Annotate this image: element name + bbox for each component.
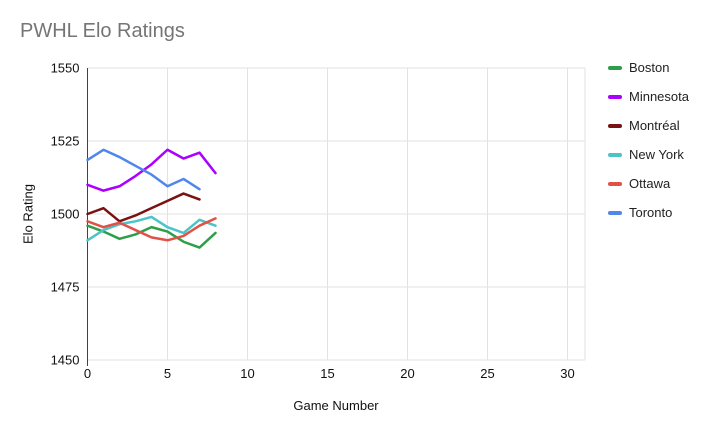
legend-swatch-icon	[608, 152, 622, 157]
series-line-toronto	[86, 148, 201, 191]
legend-label: Toronto	[629, 205, 673, 220]
x-tick-label: 0	[84, 366, 91, 381]
legend: Boston Minnesota Montréal New York Ottawa Tor…	[608, 60, 689, 220]
legend-label: Montréal	[629, 118, 680, 133]
legend-item-montr-al: Montréal	[608, 118, 689, 133]
x-axis-title: Game Number	[293, 398, 379, 413]
x-tick-label: 10	[240, 366, 254, 381]
legend-item-ottawa: Ottawa	[608, 176, 689, 191]
y-tick-label: 1525	[51, 134, 80, 149]
legend-swatch-icon	[608, 123, 622, 128]
legend-swatch-icon	[608, 94, 622, 99]
legend-label: Ottawa	[629, 176, 671, 191]
series-line-montr-al	[86, 192, 201, 223]
legend-label: New York	[629, 147, 684, 162]
y-tick-label: 1500	[51, 207, 80, 222]
x-tick-label: 5	[164, 366, 171, 381]
legend-swatch-icon	[608, 181, 622, 186]
y-tick-label: 1550	[51, 61, 80, 76]
legend-item-toronto: Toronto	[608, 205, 689, 220]
legend-item-boston: Boston	[608, 60, 689, 75]
y-tick-label: 1450	[51, 353, 80, 368]
series-line-ottawa	[86, 217, 217, 242]
legend-swatch-icon	[608, 65, 622, 70]
series-line-new-york	[86, 215, 217, 242]
legend-swatch-icon	[608, 210, 622, 215]
series-line-boston	[86, 224, 217, 249]
legend-label: Minnesota	[629, 89, 689, 104]
x-tick-label: 15	[320, 366, 334, 381]
x-tick-label: 30	[560, 366, 574, 381]
legend-item-new-york: New York	[608, 147, 689, 162]
y-axis-title: Elo Rating	[20, 184, 36, 244]
y-tick-label: 1475	[51, 280, 80, 295]
chart-title: PWHL Elo Ratings	[20, 20, 185, 42]
legend-label: Boston	[629, 60, 670, 75]
legend-item-minnesota: Minnesota	[608, 89, 689, 104]
x-tick-label: 20	[400, 366, 414, 381]
series-line-minnesota	[86, 148, 217, 192]
x-tick-label: 25	[480, 366, 494, 381]
